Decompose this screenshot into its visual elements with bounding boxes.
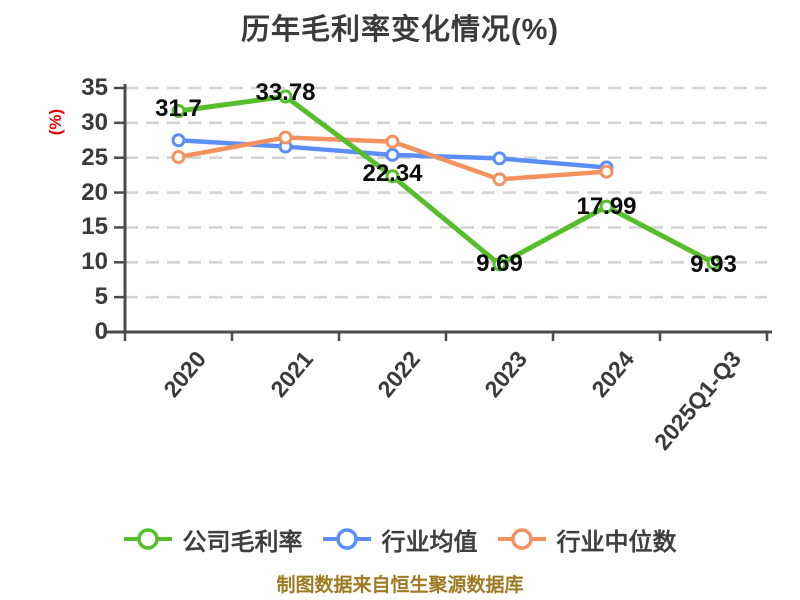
y-tick-label: 25 xyxy=(81,143,108,171)
legend-label: 行业中位数 xyxy=(556,528,677,556)
series-marker-2 xyxy=(171,150,186,165)
data-label: 33.78 xyxy=(255,78,316,106)
data-label: 9.69 xyxy=(476,250,523,278)
data-label: 22.34 xyxy=(362,160,423,188)
y-tick-label: 35 xyxy=(81,74,108,101)
series-marker-0 xyxy=(278,89,293,104)
series-marker-1 xyxy=(385,147,400,162)
data-label: 31.7 xyxy=(155,95,202,122)
series-marker-2 xyxy=(278,130,293,145)
y-tick-label: 0 xyxy=(94,318,108,345)
series-marker-0 xyxy=(599,199,614,214)
legend-label: 公司毛利率 xyxy=(182,528,303,556)
legend-marker-icon xyxy=(497,528,546,550)
series-marker-2 xyxy=(385,134,400,149)
chart-title: 历年毛利率变化情况(%) xyxy=(240,14,560,46)
legend-label: 行业均值 xyxy=(381,528,478,556)
series-marker-0 xyxy=(171,104,186,119)
series-marker-0 xyxy=(492,257,507,272)
legend-item-1: 行业均值 xyxy=(322,522,478,557)
footer-note: 制图数据来自恒生聚源数据库 xyxy=(276,575,524,596)
series-marker-2 xyxy=(599,164,614,179)
y-tick-label: 20 xyxy=(81,178,108,206)
y-tick-label: 15 xyxy=(81,213,108,241)
legend-item-2: 行业中位数 xyxy=(497,522,677,557)
legend: 公司毛利率 行业均值 行业中位数 xyxy=(0,518,800,560)
y-tick-label: 5 xyxy=(94,283,108,311)
series-marker-1 xyxy=(492,151,507,166)
data-label: 17.99 xyxy=(576,192,637,220)
series-marker-0 xyxy=(706,255,721,270)
series-marker-2 xyxy=(492,172,507,187)
legend-marker-icon xyxy=(123,528,172,550)
y-tick-label: 30 xyxy=(81,108,108,136)
data-label: 9.93 xyxy=(690,250,737,278)
legend-marker-icon xyxy=(322,528,371,550)
series-marker-0 xyxy=(385,169,400,184)
legend-item-0: 公司毛利率 xyxy=(123,522,303,557)
y-tick-label: 10 xyxy=(81,248,108,276)
series-marker-1 xyxy=(171,133,186,148)
series-line-0 xyxy=(176,94,716,267)
